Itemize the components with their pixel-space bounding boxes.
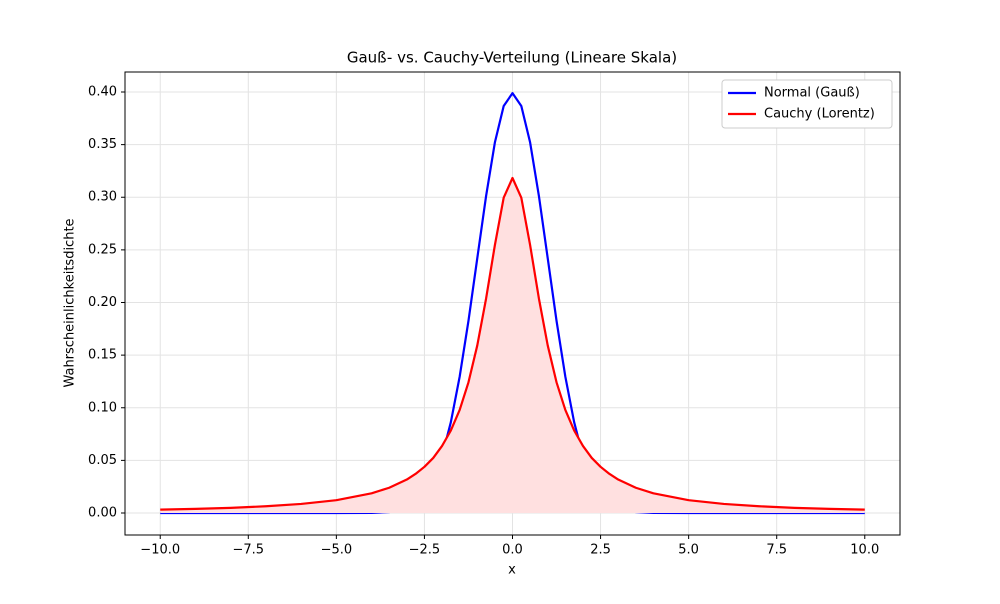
y-tick-label: 0.05 (88, 453, 117, 468)
chart-title: Gauß- vs. Cauchy-Verteilung (Lineare Ska… (347, 49, 677, 67)
area (160, 177, 865, 514)
y-tick-label: 0.00 (88, 506, 117, 521)
y-axis-label: Wahrscheinlichkeitsdichte (63, 218, 78, 387)
y-tick-label: 0.15 (88, 348, 117, 363)
y-tick-label: 0.25 (88, 242, 117, 257)
x-tick-label: −2.5 (409, 543, 441, 558)
x-tick-label: 2.5 (590, 543, 611, 558)
x-tick-label: 7.5 (766, 543, 787, 558)
legend-box (721, 79, 893, 129)
y-tick-label: 0.10 (88, 400, 117, 415)
legend-label: Cauchy (Lorentz) (764, 107, 875, 122)
x-tick-label: −7.5 (233, 543, 265, 558)
x-axis-label: x (508, 563, 516, 578)
plot-frame (124, 71, 901, 536)
x-tick-label: −10.0 (140, 543, 180, 558)
x-tick-label: 0.0 (502, 543, 523, 558)
x-tick-label: −5.0 (321, 543, 353, 558)
line (160, 176, 865, 511)
x-tick-label: 5.0 (678, 543, 699, 558)
y-tick-label: 0.40 (88, 84, 117, 99)
x-tick-label: 10.0 (850, 543, 879, 558)
y-tick-label: 0.35 (88, 137, 117, 152)
y-tick-label: 0.30 (88, 190, 117, 205)
legend-label: Normal (Gauß) (764, 86, 860, 101)
y-tick-label: 0.20 (88, 295, 117, 310)
